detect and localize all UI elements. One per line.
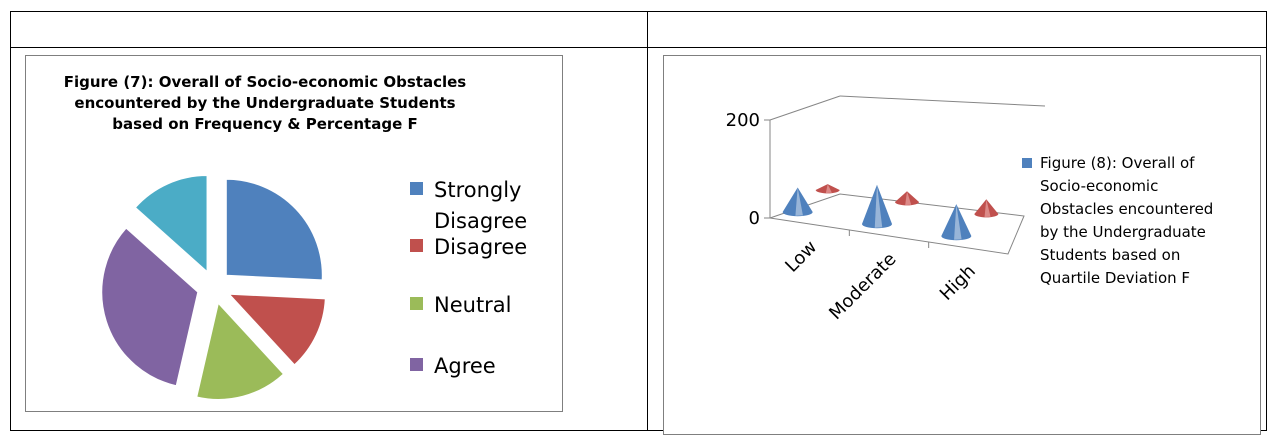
legend-swatch [1022, 158, 1032, 168]
legend-label: Strongly Disagree [434, 178, 528, 233]
legend-label: Disagree [434, 235, 528, 259]
table-header-right [647, 11, 1267, 48]
legend-swatch [410, 358, 423, 371]
pie-chart-title: Figure (7): Overall of Socio-economic Ob… [63, 73, 467, 133]
legend-label: Figure (8): Overall of Socio-economic Ob… [1040, 154, 1214, 287]
legend-label: Agree [434, 354, 496, 378]
legend-swatch [410, 182, 423, 195]
legend-swatch [410, 239, 423, 252]
legend-swatch [410, 297, 423, 310]
table-header-left [10, 11, 648, 48]
legend-label: Neutral [434, 293, 512, 317]
